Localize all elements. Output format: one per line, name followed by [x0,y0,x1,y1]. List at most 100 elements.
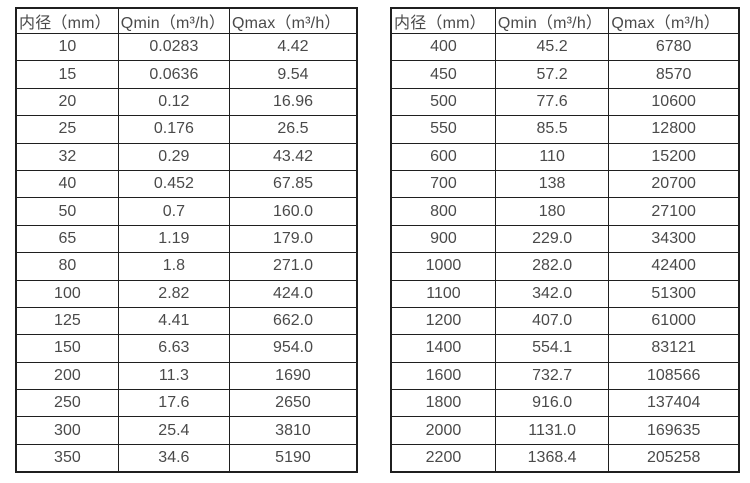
table-cell: 85.5 [494,115,610,144]
table-cell: 554.1 [494,334,610,363]
table-cell: 250 [15,389,119,418]
header-cell: Qmax（m³/h） [228,7,358,34]
table-cell: 0.0283 [117,32,230,62]
table-row: 1000 282.0 42400 [390,252,740,281]
table-cell: 1.19 [117,224,230,254]
table-cell: 1690 [228,361,358,391]
table-row: 10 0.0283 4.42 [15,32,358,62]
table-row: 65 1.19 179.0 [15,224,358,254]
table-row: 32 0.29 43.42 [15,142,358,171]
table-cell: 0.452 [117,169,230,199]
table-cell: 20 [15,87,119,117]
table-cell: 2650 [228,389,358,418]
table-cell: 137404 [608,389,740,418]
table-cell: 6780 [608,32,740,62]
table-row: 1400 554.1 83121 [390,334,740,363]
table-cell: 57.2 [494,60,610,89]
table-cell: 900 [390,224,496,254]
table-cell: 67.85 [228,169,358,199]
table-row: 1100 342.0 51300 [390,279,740,308]
table-cell: 916.0 [494,389,610,418]
header-cell: 内径（mm） [390,7,496,34]
table-row: 1800 916.0 137404 [390,389,740,418]
header-cell: Qmax（m³/h） [608,7,740,34]
table-cell: 424.0 [228,279,358,308]
table-row: 1200 407.0 61000 [390,306,740,336]
table-cell: 4.42 [228,32,358,62]
table-cell: 700 [390,169,496,199]
table-row: 550 85.5 12800 [390,115,740,144]
table-cell: 11.3 [117,361,230,391]
table-row: 400 45.2 6780 [390,32,740,62]
table-cell: 80 [15,252,119,281]
table-cell: 300 [15,416,119,445]
table-row: 600 110 15200 [390,142,740,171]
table-cell: 50 [15,197,119,226]
table-cell: 0.7 [117,197,230,226]
table-cell: 169635 [608,416,740,445]
table-cell: 40 [15,169,119,199]
table-row: 800 180 27100 [390,197,740,226]
table-cell: 32 [15,142,119,171]
table-cell: 9.54 [228,60,358,89]
table-cell: 0.29 [117,142,230,171]
table-cell: 4.41 [117,306,230,336]
table-cell: 2.82 [117,279,230,308]
table-row: 300 25.4 3810 [15,416,358,445]
table-row: 900 229.0 34300 [390,224,740,254]
header-row: 内径（mm） Qmin（m³/h） Qmax（m³/h） [390,7,740,34]
table-cell: 205258 [608,443,740,473]
table-cell: 108566 [608,361,740,391]
table-row: 80 1.8 271.0 [15,252,358,281]
table-cell: 732.7 [494,361,610,391]
table-cell: 1000 [390,252,496,281]
table-row: 50 0.7 160.0 [15,197,358,226]
table-cell: 2200 [390,443,496,473]
table-row: 250 17.6 2650 [15,389,358,418]
table-cell: 25.4 [117,416,230,445]
table-cell: 8570 [608,60,740,89]
table-cell: 20700 [608,169,740,199]
table-cell: 12800 [608,115,740,144]
table-cell: 2000 [390,416,496,445]
table-cell: 27100 [608,197,740,226]
table-cell: 51300 [608,279,740,308]
table-cell: 500 [390,87,496,117]
spec-table-large-diameters: 内径（mm） Qmin（m³/h） Qmax（m³/h） 400 45.2 6780 45… [390,7,740,474]
table-cell: 200 [15,361,119,391]
table-cell: 400 [390,32,496,62]
table-cell: 282.0 [494,252,610,281]
table-cell: 61000 [608,306,740,336]
table-cell: 43.42 [228,142,358,171]
table-cell: 1131.0 [494,416,610,445]
table-row: 450 57.2 8570 [390,60,740,89]
table-cell: 954.0 [228,334,358,363]
table-cell: 1800 [390,389,496,418]
header-row: 内径（mm） Qmin（m³/h） Qmax（m³/h） [15,7,358,34]
table-cell: 83121 [608,334,740,363]
table-cell: 450 [390,60,496,89]
table-cell: 800 [390,197,496,226]
table-cell: 17.6 [117,389,230,418]
table-cell: 271.0 [228,252,358,281]
table-row: 2000 1131.0 169635 [390,416,740,445]
table-row: 350 34.6 5190 [15,443,358,473]
table-cell: 600 [390,142,496,171]
table-cell: 15 [15,60,119,89]
table-cell: 1200 [390,306,496,336]
table-row: 20 0.12 16.96 [15,87,358,117]
table-cell: 25 [15,115,119,144]
table-cell: 125 [15,306,119,336]
table-row: 15 0.0636 9.54 [15,60,358,89]
table-cell: 5190 [228,443,358,473]
table-row: 2200 1368.4 205258 [390,443,740,473]
table-cell: 350 [15,443,119,473]
table-cell: 0.0636 [117,60,230,89]
header-cell: 内径（mm） [15,7,119,34]
table-cell: 0.176 [117,115,230,144]
table-cell: 16.96 [228,87,358,117]
table-cell: 160.0 [228,197,358,226]
table-cell: 26.5 [228,115,358,144]
table-cell: 550 [390,115,496,144]
